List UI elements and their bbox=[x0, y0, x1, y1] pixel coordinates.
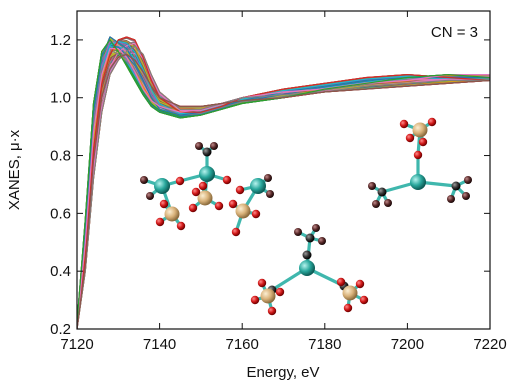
atom-co bbox=[299, 260, 315, 276]
x-tick-label: 7220 bbox=[473, 336, 506, 353]
y-axis-ticks: 0.2 0.4 0.6 0.8 1.0 1.2 bbox=[50, 32, 490, 338]
y-tick-label: 0.8 bbox=[50, 148, 71, 165]
atom-o bbox=[427, 117, 437, 127]
atom-o bbox=[214, 201, 224, 211]
atom-o bbox=[250, 295, 260, 305]
y-tick-label: 0.6 bbox=[50, 205, 71, 222]
spectrum-line bbox=[77, 36, 490, 324]
atom-o bbox=[355, 279, 365, 289]
atom-h bbox=[146, 192, 154, 200]
x-tick-label: 7200 bbox=[391, 336, 424, 353]
spectrum-line bbox=[77, 45, 490, 329]
atom-p bbox=[197, 190, 213, 206]
x-axis-ticks: 7120 7140 7160 7180 7200 7220 bbox=[60, 11, 507, 353]
atom-o bbox=[275, 287, 285, 297]
plot-frame bbox=[76, 10, 491, 330]
atom-h bbox=[195, 142, 203, 150]
atom-h bbox=[294, 228, 302, 236]
atom-h bbox=[372, 200, 380, 208]
y-tick-label: 1.2 bbox=[50, 32, 71, 49]
atom-o bbox=[198, 181, 208, 191]
atom-o bbox=[359, 295, 369, 305]
molecular-structures-group bbox=[140, 117, 472, 316]
spectrum-line bbox=[77, 54, 490, 329]
atom-o bbox=[222, 175, 232, 185]
atom-o bbox=[175, 176, 185, 186]
atom-o bbox=[228, 199, 238, 209]
atom-co bbox=[250, 178, 266, 194]
spectrum-line bbox=[77, 39, 490, 324]
atom-o bbox=[267, 306, 277, 316]
atom-o bbox=[418, 137, 428, 147]
atom-h bbox=[264, 174, 272, 182]
atom-p bbox=[342, 285, 358, 301]
spectrum-line bbox=[77, 53, 490, 329]
atom-c bbox=[305, 233, 315, 243]
atom-c bbox=[302, 250, 312, 260]
atom-o bbox=[235, 185, 245, 195]
x-tick-label: 7140 bbox=[143, 336, 176, 353]
atom-o bbox=[176, 221, 186, 231]
spectra-series-group bbox=[77, 36, 490, 329]
atom-h bbox=[447, 195, 455, 203]
atom-co bbox=[154, 178, 170, 194]
atom-o bbox=[159, 199, 169, 209]
atom-h bbox=[368, 182, 376, 190]
cn-annotation: CN = 3 bbox=[431, 24, 478, 41]
atom-c bbox=[377, 187, 387, 197]
atom-o bbox=[231, 227, 241, 237]
atom-p bbox=[412, 122, 428, 138]
atom-o bbox=[188, 203, 198, 213]
atom-h bbox=[464, 176, 472, 184]
atom-o bbox=[336, 277, 346, 287]
y-tick-label: 0.4 bbox=[50, 263, 71, 280]
y-tick-label: 0.2 bbox=[50, 321, 71, 338]
atom-o bbox=[155, 217, 165, 227]
atom-p bbox=[260, 288, 276, 304]
atom-c bbox=[451, 181, 461, 191]
atom-h bbox=[384, 199, 392, 207]
y-tick-label: 1.0 bbox=[50, 90, 71, 107]
atom-h bbox=[140, 176, 148, 184]
atom-h bbox=[318, 237, 326, 245]
atom-o bbox=[191, 187, 201, 197]
atom-c bbox=[202, 147, 212, 157]
atom-p bbox=[164, 206, 180, 222]
atom-h bbox=[312, 224, 320, 232]
atom-h bbox=[462, 192, 470, 200]
atom-co bbox=[199, 166, 215, 182]
atom-p bbox=[235, 203, 251, 219]
atom-h bbox=[266, 190, 274, 198]
x-axis-title: Energy, eV bbox=[246, 364, 319, 381]
y-axis-title: XANES, μ·x bbox=[6, 129, 23, 210]
x-tick-label: 7180 bbox=[308, 336, 341, 353]
atom-o bbox=[399, 119, 409, 129]
atom-o bbox=[257, 278, 267, 288]
atom-o bbox=[343, 303, 353, 313]
atom-h bbox=[210, 142, 218, 150]
atom-o bbox=[251, 209, 261, 219]
x-tick-label: 7160 bbox=[226, 336, 259, 353]
atom-co bbox=[410, 174, 426, 190]
x-tick-label: 7120 bbox=[60, 336, 93, 353]
atom-o bbox=[413, 150, 423, 160]
spectrum-line bbox=[77, 40, 490, 327]
atom-o bbox=[405, 133, 415, 143]
